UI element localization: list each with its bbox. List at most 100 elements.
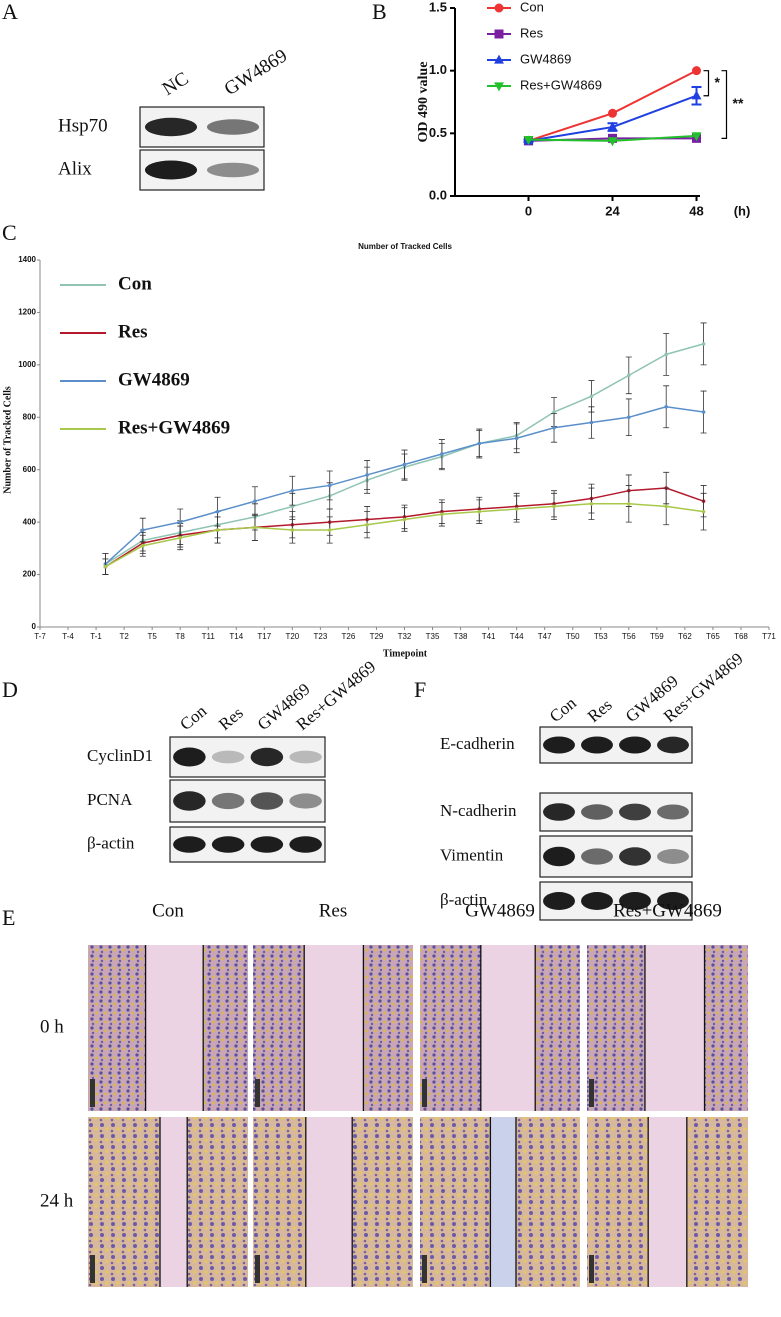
- point: [290, 528, 295, 532]
- scale-bar: [422, 1079, 427, 1107]
- band: [211, 792, 245, 810]
- y-tick-label: 1200: [18, 308, 36, 317]
- annotation: *: [715, 74, 721, 90]
- row-label: 24 h: [40, 1190, 74, 1211]
- point: [701, 410, 706, 414]
- band: [206, 162, 260, 178]
- point: [365, 473, 369, 477]
- x-tick-label: T32: [398, 632, 412, 641]
- y-tick-label: 1400: [18, 255, 36, 264]
- scratch-gap: [305, 1117, 353, 1287]
- point: [691, 90, 702, 100]
- band: [657, 892, 689, 910]
- x-tick-label: T-4: [62, 632, 74, 641]
- band: [657, 849, 689, 864]
- column-label: Res+GW4869: [613, 900, 722, 921]
- band: [289, 836, 322, 853]
- point: [589, 394, 594, 399]
- point: [215, 528, 220, 532]
- scratch-gap: [145, 945, 204, 1111]
- x-tick-label: T26: [342, 632, 356, 641]
- x-tick-label: T2: [119, 632, 129, 641]
- column-label: Res: [319, 900, 348, 921]
- row-label: PCNA: [87, 790, 133, 809]
- point: [253, 525, 257, 530]
- point: [178, 536, 182, 540]
- band: [206, 119, 260, 135]
- point: [607, 137, 618, 147]
- band: [173, 836, 206, 853]
- point: [701, 509, 706, 514]
- scale-bar: [90, 1255, 95, 1283]
- y-tick-label: 0: [32, 622, 37, 631]
- x-tick-label: T29: [370, 632, 384, 641]
- y-tick-label: 600: [23, 465, 37, 474]
- x-tick-label: T-1: [90, 632, 102, 641]
- point: [552, 410, 556, 414]
- point: [327, 528, 332, 532]
- lane-label: Con: [546, 693, 580, 726]
- point: [141, 543, 145, 548]
- significance-bracket: [703, 70, 710, 97]
- point: [253, 499, 257, 503]
- scale-bar: [589, 1079, 594, 1107]
- band: [581, 892, 613, 910]
- scale-bar: [255, 1255, 260, 1283]
- band: [144, 160, 198, 180]
- point: [701, 342, 706, 346]
- point: [608, 108, 617, 118]
- point: [290, 504, 295, 509]
- x-tick-label: T50: [566, 632, 580, 641]
- y-tick-label: 0.5: [429, 125, 447, 140]
- x-axis-label: (h): [734, 203, 751, 218]
- y-axis-label: OD 490 value: [416, 62, 431, 143]
- x-tick-label: T41: [482, 632, 496, 641]
- x-tick-label: T-7: [34, 632, 46, 641]
- row-label: Alix: [58, 158, 92, 179]
- significance-bracket: [721, 70, 728, 139]
- legend-label: GW4869: [118, 369, 190, 390]
- point: [664, 352, 668, 357]
- band: [543, 803, 575, 821]
- band: [250, 792, 284, 810]
- x-tick-label: T65: [706, 632, 720, 641]
- scratch-gap: [648, 1117, 687, 1287]
- y-tick-label: 0.0: [429, 187, 447, 202]
- y-tick-label: 200: [23, 570, 37, 579]
- column-label: Con: [152, 900, 184, 921]
- panel-label: E: [2, 905, 15, 930]
- scratch-gap: [160, 1117, 188, 1287]
- band: [173, 791, 206, 811]
- band: [250, 836, 284, 853]
- lane-label: Res: [584, 695, 616, 726]
- y-tick-label: 1000: [18, 360, 36, 369]
- x-tick-label: T8: [176, 632, 186, 641]
- band: [619, 736, 651, 754]
- legend-label: Res: [520, 25, 544, 40]
- point: [141, 528, 145, 532]
- x-tick-label: T20: [285, 632, 299, 641]
- x-tick-label: T53: [594, 632, 608, 641]
- point: [664, 504, 668, 509]
- panel-label: C: [2, 220, 17, 245]
- lane-label: Res: [215, 703, 247, 734]
- point: [523, 136, 534, 145]
- band: [543, 736, 575, 754]
- y-axis-label: Number of Tracked Cells: [2, 386, 13, 494]
- point: [589, 420, 594, 425]
- band: [543, 892, 575, 910]
- scratch-gap: [480, 945, 536, 1111]
- x-tick-label: 0: [525, 203, 532, 218]
- scale-bar: [255, 1079, 260, 1107]
- point: [440, 512, 444, 517]
- x-tick-label: T68: [734, 632, 748, 641]
- band: [581, 736, 613, 754]
- row-label: β-actin: [87, 833, 135, 852]
- point: [589, 501, 594, 506]
- panel-label: D: [2, 677, 18, 702]
- row-label: E-cadherin: [440, 734, 515, 753]
- band: [289, 793, 322, 809]
- legend-label: GW4869: [520, 51, 571, 66]
